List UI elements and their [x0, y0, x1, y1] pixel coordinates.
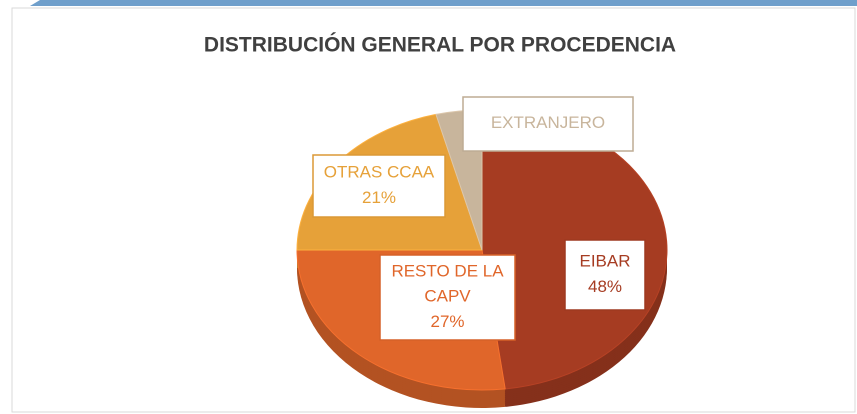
data-label-category: EIBAR	[579, 252, 630, 271]
chart-frame	[11, 7, 856, 413]
data-label-line: EXTRANJERO	[491, 113, 605, 132]
data-label-category: EXTRANJERO	[491, 113, 605, 132]
data-label-box	[462, 96, 634, 152]
data-label-box	[379, 254, 516, 341]
data-label-value: 27%	[430, 312, 464, 331]
data-label-box	[564, 239, 646, 311]
data-label-value: 48%	[588, 277, 622, 296]
data-label-line: OTRAS CCAA	[324, 163, 435, 182]
top-bar	[30, 0, 857, 6]
data-label-value: 21%	[362, 188, 396, 207]
data-label-box	[312, 154, 446, 218]
data-label-line: RESTO DE LA	[391, 262, 504, 281]
data-label-category: OTRAS CCAA	[324, 163, 435, 182]
data-label-line: EIBAR	[579, 252, 630, 271]
chart-title: DISTRIBUCIÓN GENERAL POR PROCEDENCIA	[204, 33, 676, 57]
data-label-line: CAPV	[424, 287, 471, 306]
data-label-category: RESTO DE LA CAPV	[391, 262, 504, 306]
